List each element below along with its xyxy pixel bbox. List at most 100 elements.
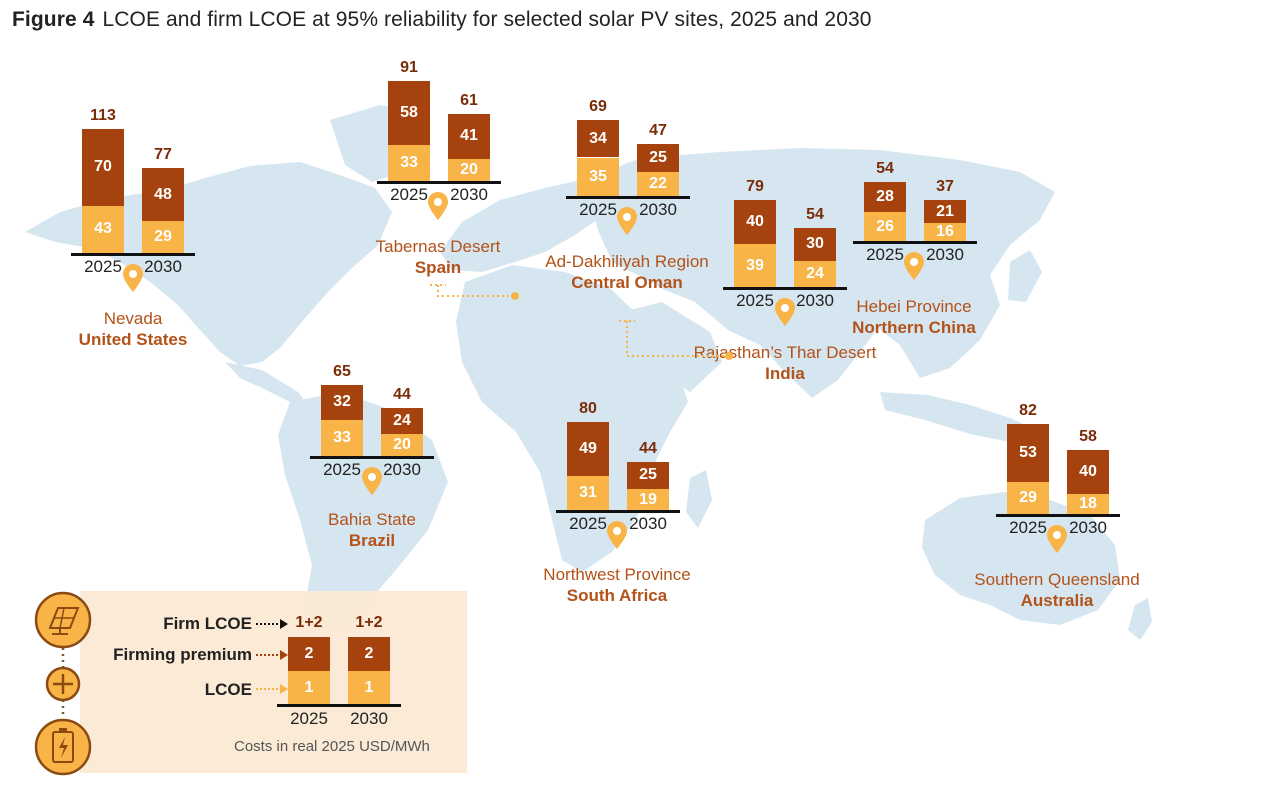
firm-lcoe-label-united-states-2025: 113 xyxy=(90,106,116,124)
premium-bar-spain-2025: 58 xyxy=(388,80,430,145)
legend-arrows xyxy=(256,619,288,694)
battery-icon xyxy=(34,718,92,776)
legend-firm-value: 1+2 xyxy=(355,614,383,631)
region-name: Hebei Province xyxy=(856,297,972,316)
dotted-arrow-icon xyxy=(256,650,288,660)
premium-bar-australia-2030: 40 xyxy=(1067,450,1109,495)
site-label-central-oman: Ad-Dakhiliyah Region Central Oman xyxy=(497,251,757,293)
year-label-spain: 2025 xyxy=(390,185,428,204)
location-pin-icon xyxy=(362,467,382,495)
legend-lcoe-segment: 1 xyxy=(348,671,390,704)
lcoe-bar-brazil-2030: 20 xyxy=(381,434,423,456)
year-label-south-africa: 2030 xyxy=(629,514,667,533)
lcoe-bar-northern-china-2025: 26 xyxy=(864,212,906,241)
year-label-united-states: 2025 xyxy=(84,257,122,276)
baseline-central-oman xyxy=(566,196,690,199)
region-name: Ad-Dakhiliyah Region xyxy=(545,252,709,271)
baseline-spain xyxy=(377,181,501,184)
figure-number: Figure 4 xyxy=(12,8,95,31)
country-name: South Africa xyxy=(566,586,668,605)
firm-lcoe-label-spain-2025: 91 xyxy=(400,58,418,76)
site-label-brazil: Bahia State Brazil xyxy=(242,509,502,551)
country-name: India xyxy=(765,364,805,383)
location-pin-icon xyxy=(607,521,627,549)
year-label-northern-china: 2025 xyxy=(866,245,904,264)
year-label-australia: 2025 xyxy=(1009,518,1047,537)
lcoe-bar-india-2025: 39 xyxy=(734,244,776,287)
location-pin-icon xyxy=(904,252,924,280)
baseline-northern-china xyxy=(853,241,977,244)
site-label-united-states: Nevada United States xyxy=(3,308,263,350)
firm-lcoe-label-brazil-2025: 65 xyxy=(333,362,351,380)
lcoe-bar-spain-2025: 33 xyxy=(388,144,430,181)
premium-bar-northern-china-2030: 21 xyxy=(924,200,966,224)
site-label-india: Rajasthan’s Thar Desert India xyxy=(655,342,915,384)
location-pin-icon xyxy=(1047,525,1067,553)
country-name: United States xyxy=(78,330,188,349)
site-label-australia: Southern Queensland Australia xyxy=(927,569,1187,611)
premium-bar-spain-2030: 41 xyxy=(448,113,490,159)
legend-year-label: 2025 xyxy=(290,709,328,728)
location-pin-icon xyxy=(775,298,795,326)
firm-lcoe-label-south-africa-2025: 80 xyxy=(579,400,597,417)
lcoe-bar-central-oman-2025: 35 xyxy=(577,157,619,196)
region-name: Rajasthan’s Thar Desert xyxy=(693,343,877,362)
lcoe-bar-australia-2030: 18 xyxy=(1067,494,1109,514)
region-name: Southern Queensland xyxy=(974,570,1140,589)
solar-panel-icon xyxy=(34,591,92,649)
location-pin-icon xyxy=(428,192,448,220)
premium-bar-india-2025: 40 xyxy=(734,200,776,245)
firm-lcoe-label-australia-2025: 82 xyxy=(1019,401,1037,419)
year-label-india: 2030 xyxy=(796,291,834,310)
site-label-northern-china: Hebei Province Northern China xyxy=(784,296,1044,338)
premium-bar-northern-china-2025: 28 xyxy=(864,181,906,213)
lcoe-bar-australia-2025: 29 xyxy=(1007,482,1049,514)
baseline-india xyxy=(723,287,847,290)
year-label-south-africa: 2025 xyxy=(569,514,607,533)
premium-bar-central-oman-2030: 25 xyxy=(637,144,679,172)
year-label-northern-china: 2030 xyxy=(926,245,964,264)
legend-premium-segment: 2 xyxy=(348,637,390,671)
premium-bar-australia-2025: 53 xyxy=(1007,423,1049,483)
dotted-arrow-icon xyxy=(256,619,288,629)
location-pin-icon xyxy=(617,207,637,235)
lcoe-bar-united-states-2030: 29 xyxy=(142,221,184,253)
firm-lcoe-label-northern-china-2025: 54 xyxy=(876,159,894,177)
lcoe-bar-south-africa-2030: 19 xyxy=(627,489,669,510)
lcoe-bar-northern-china-2030: 16 xyxy=(924,223,966,241)
premium-bar-brazil-2030: 24 xyxy=(381,407,423,434)
legend-icons xyxy=(34,591,92,776)
firm-lcoe-label-northern-china-2030: 37 xyxy=(936,178,954,196)
year-label-central-oman: 2025 xyxy=(579,200,617,219)
legend-panel xyxy=(80,591,467,773)
figure-title-text: LCOE and firm LCOE at 95% reliability fo… xyxy=(102,8,872,31)
year-label-india: 2025 xyxy=(736,291,774,310)
lcoe-bar-south-africa-2025: 31 xyxy=(567,475,609,510)
firm-lcoe-label-australia-2030: 58 xyxy=(1079,428,1097,446)
baseline-south-africa xyxy=(556,510,680,513)
premium-bar-india-2030: 30 xyxy=(794,227,836,261)
premium-bar-south-africa-2030: 25 xyxy=(627,461,669,490)
plus-icon xyxy=(45,666,81,702)
region-name: Northwest Province xyxy=(543,565,691,584)
region-name: Tabernas Desert xyxy=(375,237,501,256)
legend-year-label: 2030 xyxy=(350,709,388,728)
firm-lcoe-label-united-states-2030: 77 xyxy=(154,146,172,164)
premium-bar-central-oman-2025: 34 xyxy=(577,120,619,158)
premium-bar-south-africa-2025: 49 xyxy=(567,422,609,476)
region-name: Bahia State xyxy=(328,510,416,529)
country-name: Spain xyxy=(414,258,462,277)
lcoe-bar-united-states-2025: 43 xyxy=(82,205,124,253)
country-name: Northern China xyxy=(852,318,976,337)
firm-lcoe-label-india-2025: 79 xyxy=(746,178,764,196)
lcoe-bar-central-oman-2030: 22 xyxy=(637,171,679,196)
firm-lcoe-label-south-africa-2030: 44 xyxy=(639,439,657,457)
legend-firming-premium-label: Firming premium xyxy=(113,645,252,664)
legend-lcoe-segment: 1 xyxy=(288,671,330,704)
firm-lcoe-label-central-oman-2030: 47 xyxy=(649,122,667,140)
premium-bar-brazil-2025: 32 xyxy=(321,384,363,420)
baseline-brazil xyxy=(310,456,434,459)
legend-premium-segment: 2 xyxy=(288,637,330,671)
figure-title: Figure 4 LCOE and firm LCOE at 95% reliab… xyxy=(12,8,872,32)
premium-bar-united-states-2030: 48 xyxy=(142,168,184,222)
